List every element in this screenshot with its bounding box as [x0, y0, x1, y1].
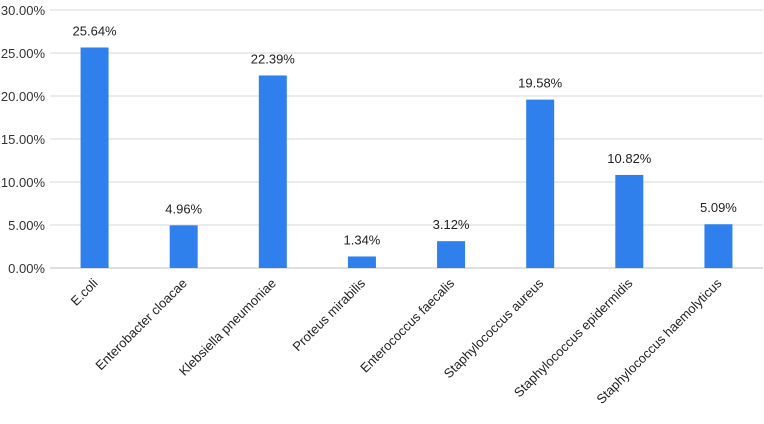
data-label: 10.82% — [607, 151, 652, 166]
data-label: 22.39% — [251, 51, 296, 66]
y-tick-label: 5.00% — [8, 218, 45, 233]
y-tick-label: 25.00% — [1, 46, 46, 61]
data-label: 1.34% — [344, 232, 381, 247]
bar — [437, 241, 466, 268]
data-label: 19.58% — [518, 76, 563, 91]
y-tick-label: 15.00% — [1, 132, 46, 147]
bar — [258, 75, 287, 268]
bar — [615, 174, 644, 268]
gridlines — [50, 9, 763, 226]
category-label: Staphylococcus aureus — [441, 275, 547, 381]
bar — [526, 99, 555, 268]
bar — [169, 225, 198, 268]
category-label: Enterobacter cloacae — [92, 276, 189, 373]
category-label: Enterococcus faecalis — [357, 275, 457, 375]
category-label: Proteus mirabilis — [290, 275, 369, 354]
y-tick-label: 30.00% — [1, 3, 46, 18]
y-tick-label: 20.00% — [1, 89, 46, 104]
bars — [80, 47, 733, 268]
data-label: 5.09% — [700, 200, 737, 215]
y-tick-label: 10.00% — [1, 175, 46, 190]
y-tick-label: 0.00% — [8, 261, 45, 276]
data-label: 25.64% — [73, 23, 118, 38]
data-label: 4.96% — [165, 201, 202, 216]
category-label: E.coli — [68, 275, 101, 308]
category-label: Klebsiella pneumoniae — [176, 276, 279, 379]
bar — [704, 224, 733, 268]
data-label: 3.12% — [433, 217, 470, 232]
bar — [80, 47, 109, 268]
data-labels: 25.64% 4.96% 22.39% 1.34% 3.12% 19.58% 10.82% 5… — [73, 23, 738, 247]
bar — [347, 256, 376, 268]
y-axis-ticks: 0.00% 5.00% 10.00% 15.00% 20.00% 25.00% 30.00% — [1, 3, 46, 276]
